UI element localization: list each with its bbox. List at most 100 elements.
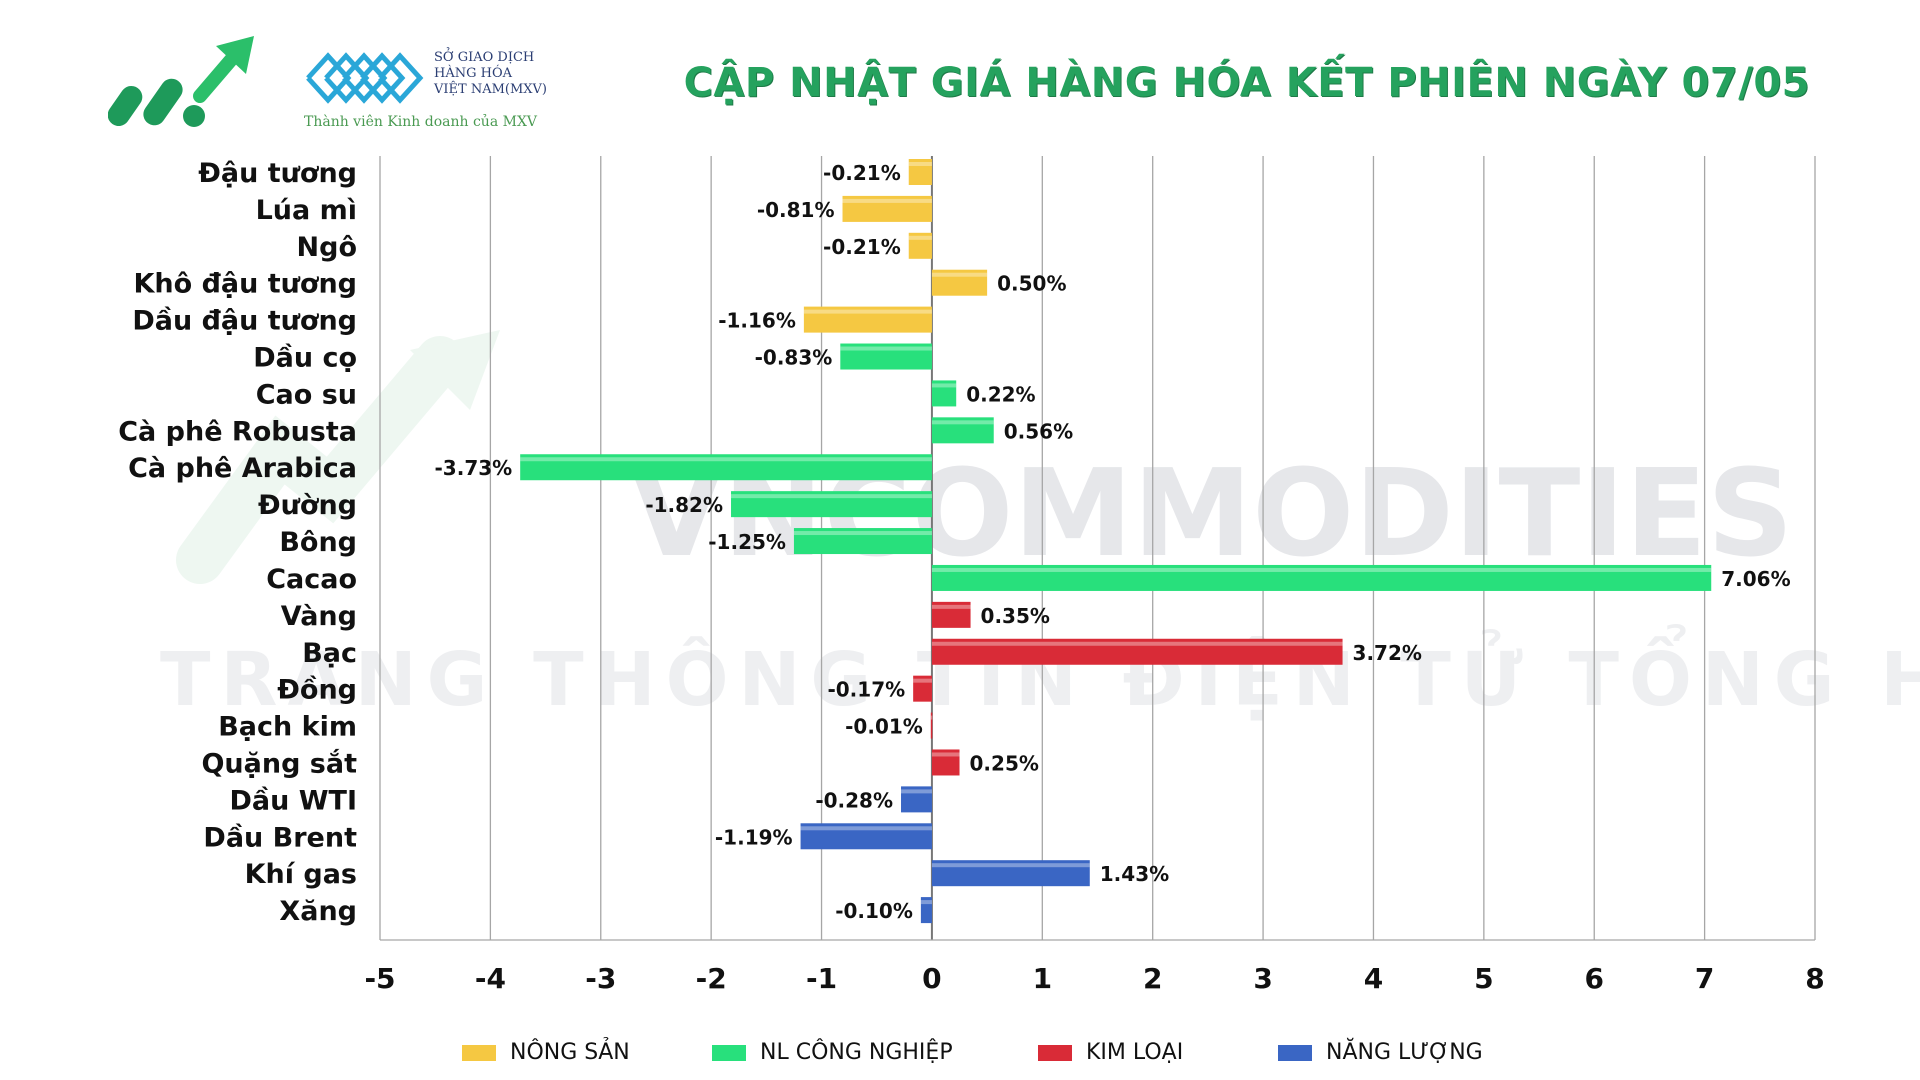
value-label: -0.83%: [755, 346, 833, 370]
watermark-arrowhead-icon: [410, 330, 500, 410]
bar-highlight: [931, 567, 1712, 572]
mxv-name-line-3: VIỆT NAM(MXV): [434, 82, 547, 97]
legend-label: NÔNG SẢN: [510, 1040, 630, 1065]
bar-highlight: [931, 752, 960, 757]
bar-highlight: [931, 420, 994, 425]
category-label: Quặng sắt: [201, 748, 357, 779]
category-label: Khí gas: [245, 859, 357, 890]
category-label: Đồng: [277, 675, 357, 706]
x-tick-label: 1: [1033, 962, 1052, 995]
value-label: 0.25%: [970, 751, 1039, 775]
value-label: 0.22%: [966, 382, 1035, 406]
mxv-logo: SỞ GIAO DỊCH HÀNG HÓA VIỆT NAM(MXV) Thàn…: [304, 44, 584, 134]
value-label: -1.25%: [708, 530, 786, 554]
x-tick-label: 3: [1253, 962, 1272, 995]
value-label: -0.28%: [815, 788, 893, 812]
category-label: Cà phê Arabica: [128, 453, 357, 484]
value-label: 0.50%: [997, 272, 1066, 296]
x-tick-label: 4: [1364, 962, 1383, 995]
bar-highlight: [908, 162, 932, 166]
bar: [840, 343, 932, 370]
watermark-arrow-icon: [176, 336, 464, 584]
bar-highlight: [908, 235, 932, 240]
value-label: -1.19%: [715, 825, 793, 849]
category-label: Bạc: [302, 638, 357, 669]
value-label: -0.01%: [845, 715, 923, 739]
bar: [793, 528, 932, 555]
category-labels: Đậu tương Lúa mì Ngô Khô đậu tương Dầu đậu t…: [118, 158, 357, 927]
category-label: Bông: [279, 527, 357, 558]
x-tick-label: -4: [475, 962, 506, 995]
bar-highlight: [800, 826, 932, 831]
category-label: Vàng: [281, 601, 357, 632]
x-tick-label: 8: [1805, 962, 1824, 995]
legend-label: KIM LOẠI: [1086, 1040, 1184, 1065]
bar: [931, 749, 960, 776]
value-label: -0.21%: [823, 235, 901, 259]
value-label: 3.72%: [1353, 641, 1422, 665]
bar: [920, 897, 932, 924]
bar-highlight: [840, 346, 932, 351]
bar-highlight: [901, 789, 932, 794]
bar: [908, 232, 932, 259]
bar-highlight: [913, 678, 932, 683]
bar: [931, 417, 994, 444]
value-label: -0.17%: [827, 678, 905, 702]
category-label: Cà phê Robusta: [118, 416, 357, 447]
bar: [901, 786, 932, 813]
bar: [908, 159, 932, 185]
bar-highlight: [931, 383, 957, 388]
legend-label: NL CÔNG NGHIỆP: [760, 1040, 953, 1065]
value-label: 1.43%: [1100, 862, 1169, 886]
bar-highlight: [803, 309, 932, 314]
category-label: Dầu đậu tương: [132, 306, 357, 337]
x-tick-label: 7: [1695, 962, 1714, 995]
mxv-member-text: Thành viên Kinh doanh của MXV: [304, 114, 538, 130]
bar-highlight: [930, 715, 933, 720]
legend-swatch: [462, 1044, 496, 1061]
company-logo: [108, 36, 254, 127]
x-tick-label: -1: [806, 962, 837, 995]
bar-highlight: [931, 604, 971, 609]
bar-highlight: [520, 457, 932, 462]
bar: [931, 638, 1343, 665]
x-tick-labels: -5 -4 -3 -2 -1 0 1 2 3 4 5 6 7 8: [364, 962, 1824, 995]
x-tick-label: 0: [922, 962, 941, 995]
x-tick-label: 5: [1474, 962, 1493, 995]
bar: [520, 454, 932, 481]
bar: [931, 601, 971, 628]
chart-bars: [520, 159, 1712, 924]
legend-swatch: [1278, 1044, 1312, 1061]
x-tick-label: -2: [696, 962, 727, 995]
x-tick-label: -3: [585, 962, 616, 995]
bar: [931, 269, 988, 296]
page-title: CẬP NHẬT GIÁ HÀNG HÓA KẾT PHIÊN NGÀY 07/…: [683, 60, 1810, 106]
category-label: Dầu Brent: [203, 822, 357, 853]
category-label: Bạch kim: [218, 712, 357, 743]
bar: [800, 823, 932, 850]
value-label: 0.56%: [1004, 419, 1073, 443]
legend-item-nong-san: NÔNG SẢN: [462, 1040, 630, 1065]
legend-item-nl-cong-nghiep: NL CÔNG NGHIỆP: [712, 1040, 953, 1065]
value-label: -1.82%: [645, 493, 723, 517]
category-label: Dầu WTI: [230, 785, 358, 816]
bar: [803, 306, 932, 333]
category-label: Ngô: [297, 232, 357, 263]
legend-item-nang-luong: NĂNG LƯỢNG: [1278, 1040, 1483, 1065]
value-label: 0.35%: [981, 604, 1050, 628]
value-label: -1.16%: [718, 309, 796, 333]
commodity-price-chart: VNCOMMODITIES TRANG THÔNG TIN ĐIỆN TỬ TỔ…: [118, 156, 1920, 995]
category-label: Khô đậu tương: [134, 269, 358, 300]
legend-label: NĂNG LƯỢNG: [1326, 1040, 1483, 1065]
category-label: Cao su: [256, 379, 357, 410]
bar: [913, 675, 932, 702]
mxv-name-line-1: SỞ GIAO DỊCH: [434, 50, 535, 65]
mxv-mark-icon: [306, 52, 424, 104]
category-label: Xăng: [279, 896, 357, 927]
legend: NÔNG SẢN NL CÔNG NGHIỆP KIM LOẠI NĂNG LƯ…: [0, 1040, 1920, 1070]
x-tick-label: 2: [1143, 962, 1162, 995]
watermark-line-2: TRANG THÔNG TIN ĐIỆN TỬ TỔNG HỢP: [160, 623, 1920, 723]
legend-swatch: [1038, 1044, 1072, 1061]
value-label: -3.73%: [435, 456, 513, 480]
bar: [930, 712, 933, 739]
